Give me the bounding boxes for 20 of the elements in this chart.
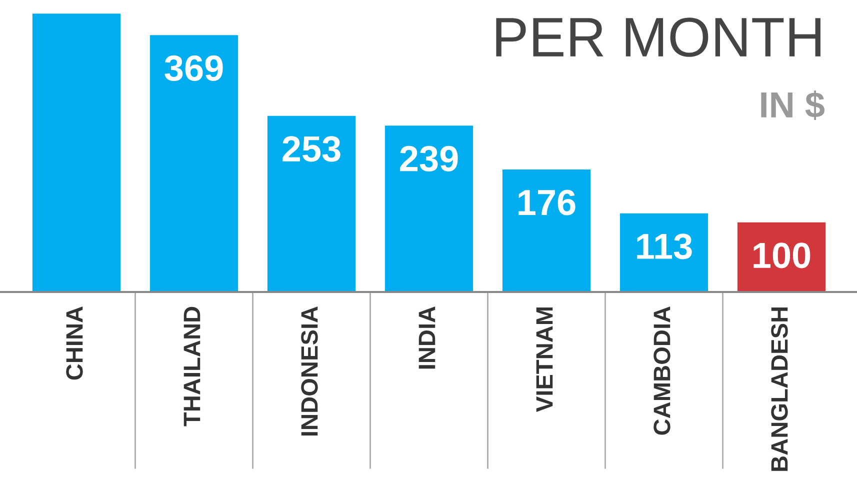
x-tick-label: INDIA xyxy=(418,306,436,369)
x-tick-label: BANGLADESH xyxy=(771,307,788,471)
x-tick-label: THAILAND xyxy=(184,306,200,426)
bar xyxy=(150,35,238,292)
x-tick-label: VIETNAM xyxy=(536,307,553,412)
bar xyxy=(502,169,591,292)
data-label: 239 xyxy=(400,146,458,172)
data-label: 176 xyxy=(518,190,576,216)
bar xyxy=(267,116,356,292)
chart-title: PER MONTH xyxy=(496,18,820,57)
x-tick-label: CAMBODIA xyxy=(654,306,670,435)
data-label: 100 xyxy=(754,242,810,268)
data-label: 113 xyxy=(637,234,692,260)
data-label: 369 xyxy=(164,55,223,82)
x-tick-label: INDONESIA xyxy=(301,306,318,436)
text: IN $ xyxy=(761,90,824,120)
bar xyxy=(32,14,121,292)
data-label: 253 xyxy=(282,136,340,162)
bar xyxy=(384,126,474,292)
x-tick-label: CHINA xyxy=(66,306,83,380)
